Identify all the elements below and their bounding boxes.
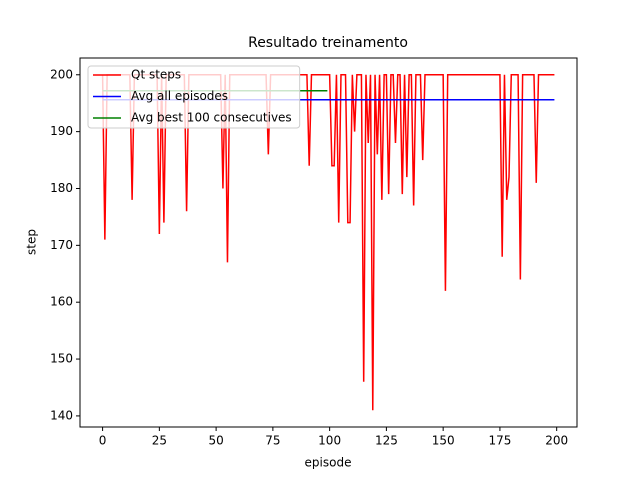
x-tick-label: 100 [318, 434, 341, 448]
x-axis-label: episode [305, 456, 352, 470]
x-tick-label: 25 [152, 434, 167, 448]
axes-frame [79, 57, 578, 428]
legend-label: Avg best 100 consecutives [131, 111, 292, 125]
legend-label: Avg all episodes [131, 89, 228, 103]
y-tick-label: 160 [50, 295, 73, 309]
x-tick-label: 125 [375, 434, 398, 448]
legend: Qt steps Avg all episodes Avg best 100 con… [87, 65, 301, 129]
y-tick-label: 140 [50, 408, 73, 422]
x-tick-label: 50 [208, 434, 223, 448]
legend-label: Qt steps [131, 68, 181, 82]
x-tick-label: 175 [488, 434, 511, 448]
y-tick-label: 150 [50, 352, 73, 366]
x-tick-label: 150 [432, 434, 455, 448]
chart-title: Resultado treinamento [248, 35, 408, 51]
y-tick-label: 180 [50, 181, 73, 195]
legend-box [87, 65, 301, 129]
x-tick-label: 75 [265, 434, 280, 448]
x-tick-label: 0 [99, 434, 107, 448]
y-axis-label: step [25, 229, 39, 255]
y-tick-label: 190 [50, 124, 73, 138]
x-tick-label: 200 [545, 434, 568, 448]
y-tick-label: 200 [50, 67, 73, 81]
y-tick-label: 170 [50, 238, 73, 252]
